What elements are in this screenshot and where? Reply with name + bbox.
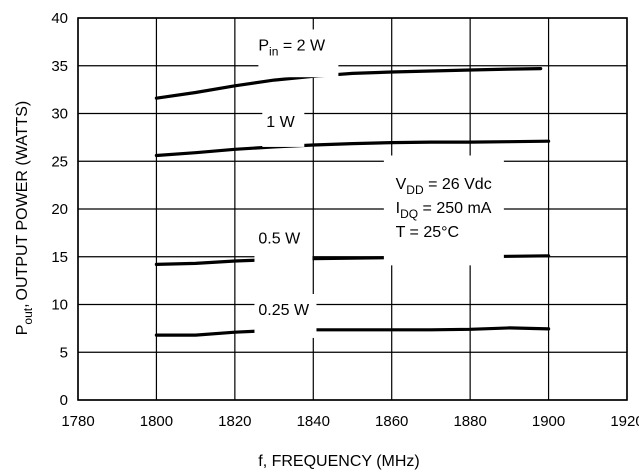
series-label: 0.5 W xyxy=(258,230,301,247)
label-background xyxy=(254,293,317,338)
x-tick-label: 1780 xyxy=(61,413,94,430)
condition-main: T = 25°C xyxy=(396,224,459,241)
y-axis-symbol: P xyxy=(14,325,31,336)
y-tick-label: 0 xyxy=(60,392,68,409)
condition-value: = 26 Vdc xyxy=(424,176,492,193)
series-label-text: = 2 W xyxy=(278,37,326,54)
label-background xyxy=(254,222,313,267)
y-tick-label: 15 xyxy=(51,249,68,266)
y-axis-label: Pout, OUTPUT POWER (WATTS) xyxy=(14,101,35,336)
series-label: Pin = 2 W xyxy=(258,37,326,58)
y-tick-label: 35 xyxy=(51,58,68,75)
y-tick-labels: 0 5 10 15 20 25 30 35 40 xyxy=(51,10,68,409)
series-label: 1 W xyxy=(266,114,295,131)
condition-line: IDQ = 250 mA xyxy=(396,200,492,221)
series-labels: Pin = 2 W 1 W 0.5 W 0.25 W VDD = 26 Vdc IDQ =… xyxy=(254,29,504,338)
condition-value: = 250 mA xyxy=(418,200,492,217)
y-axis-subscript: out xyxy=(21,307,35,324)
chart-grid xyxy=(77,17,628,401)
label-background xyxy=(258,29,339,78)
series-label-text: 0.25 W xyxy=(258,302,310,319)
series-label-text: 1 W xyxy=(266,114,295,131)
y-axis-comma: , xyxy=(14,303,31,307)
y-tick-label: 10 xyxy=(51,297,68,314)
series-label: 0.25 W xyxy=(258,302,310,319)
series-line xyxy=(154,139,551,158)
y-tick-label: 20 xyxy=(51,201,68,218)
condition-line: VDD = 26 Vdc xyxy=(396,176,492,197)
x-tick-label: 1900 xyxy=(532,413,565,430)
series-line xyxy=(154,326,551,337)
y-tick-label: 25 xyxy=(51,153,68,170)
y-tick-label: 30 xyxy=(51,106,68,123)
y-tick-label: 5 xyxy=(60,344,68,361)
y-axis-title: OUTPUT POWER (WATTS) xyxy=(14,101,31,301)
series-label-text: 0.5 W xyxy=(258,230,301,247)
x-tick-label: 1820 xyxy=(218,413,251,430)
condition-main: V xyxy=(396,176,407,193)
x-tick-label: 1880 xyxy=(453,413,486,430)
series-label-subscript: in xyxy=(269,44,278,58)
x-tick-label: 1800 xyxy=(140,413,173,430)
y-tick-label: 40 xyxy=(51,10,68,27)
label-background xyxy=(262,108,305,147)
series-line xyxy=(154,66,543,100)
condition-main: I xyxy=(396,200,400,217)
x-tick-label: 1860 xyxy=(375,413,408,430)
condition-line: T = 25°C xyxy=(396,224,459,241)
series-label-prefix: P xyxy=(258,37,269,54)
x-tick-label: 1840 xyxy=(297,413,330,430)
label-background xyxy=(383,155,504,266)
condition-subscript: DQ xyxy=(400,207,418,221)
x-axis-label: f, FREQUENCY (MHz) xyxy=(258,453,419,470)
plot-frame xyxy=(77,17,628,401)
condition-subscript: DD xyxy=(406,183,424,197)
